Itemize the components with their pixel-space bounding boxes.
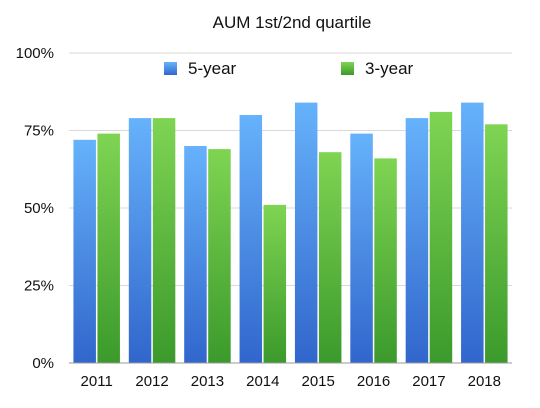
bar-3-year-2015 — [318, 152, 342, 363]
y-tick-label: 0% — [32, 355, 54, 372]
x-tick-label: 2018 — [468, 373, 501, 390]
y-tick-label: 75% — [24, 123, 54, 140]
bar-3-year-2012 — [152, 118, 176, 363]
x-tick-label: 2011 — [81, 373, 113, 390]
bar-5-year-2017 — [405, 118, 429, 363]
x-tick-label: 2014 — [246, 373, 279, 390]
x-tick-label: 2015 — [302, 373, 335, 390]
legend-label-3-year: 3-year — [365, 59, 414, 78]
bar-5-year-2012 — [128, 118, 152, 363]
bars — [73, 102, 508, 364]
bar-5-year-2015 — [294, 102, 318, 363]
bar-3-year-2013 — [208, 149, 231, 363]
y-tick-label: 100% — [16, 45, 54, 62]
bar-3-year-2014 — [263, 204, 287, 363]
chart-title: AUM 1st/2nd quartile — [213, 13, 372, 32]
x-tick-label: 2013 — [191, 373, 224, 390]
x-tick-label: 2016 — [357, 373, 390, 390]
bar-3-year-2018 — [485, 124, 508, 363]
x-tick-label: 2017 — [412, 373, 445, 390]
bar-5-year-2014 — [239, 115, 263, 363]
legend-swatch-5-year — [164, 62, 177, 75]
bar-5-year-2018 — [461, 102, 484, 363]
x-tick-label: 2012 — [135, 373, 168, 390]
legend-label-5-year: 5-year — [188, 59, 237, 78]
legend: 5-year 3-year — [164, 59, 414, 78]
y-tick-label: 50% — [24, 200, 54, 217]
bar-5-year-2011 — [73, 139, 96, 363]
bar-5-year-2016 — [350, 133, 373, 363]
bar-3-year-2011 — [97, 133, 120, 363]
axes: 0% 25% 50% 75% 100% 2011 2012 2013 2014 2015 2016 2… — [16, 45, 512, 390]
bar-3-year-2017 — [429, 111, 453, 364]
bar-3-year-2016 — [374, 158, 397, 363]
legend-swatch-3-year — [341, 62, 354, 75]
y-tick-label: 25% — [24, 278, 54, 295]
bar-5-year-2013 — [184, 146, 207, 363]
